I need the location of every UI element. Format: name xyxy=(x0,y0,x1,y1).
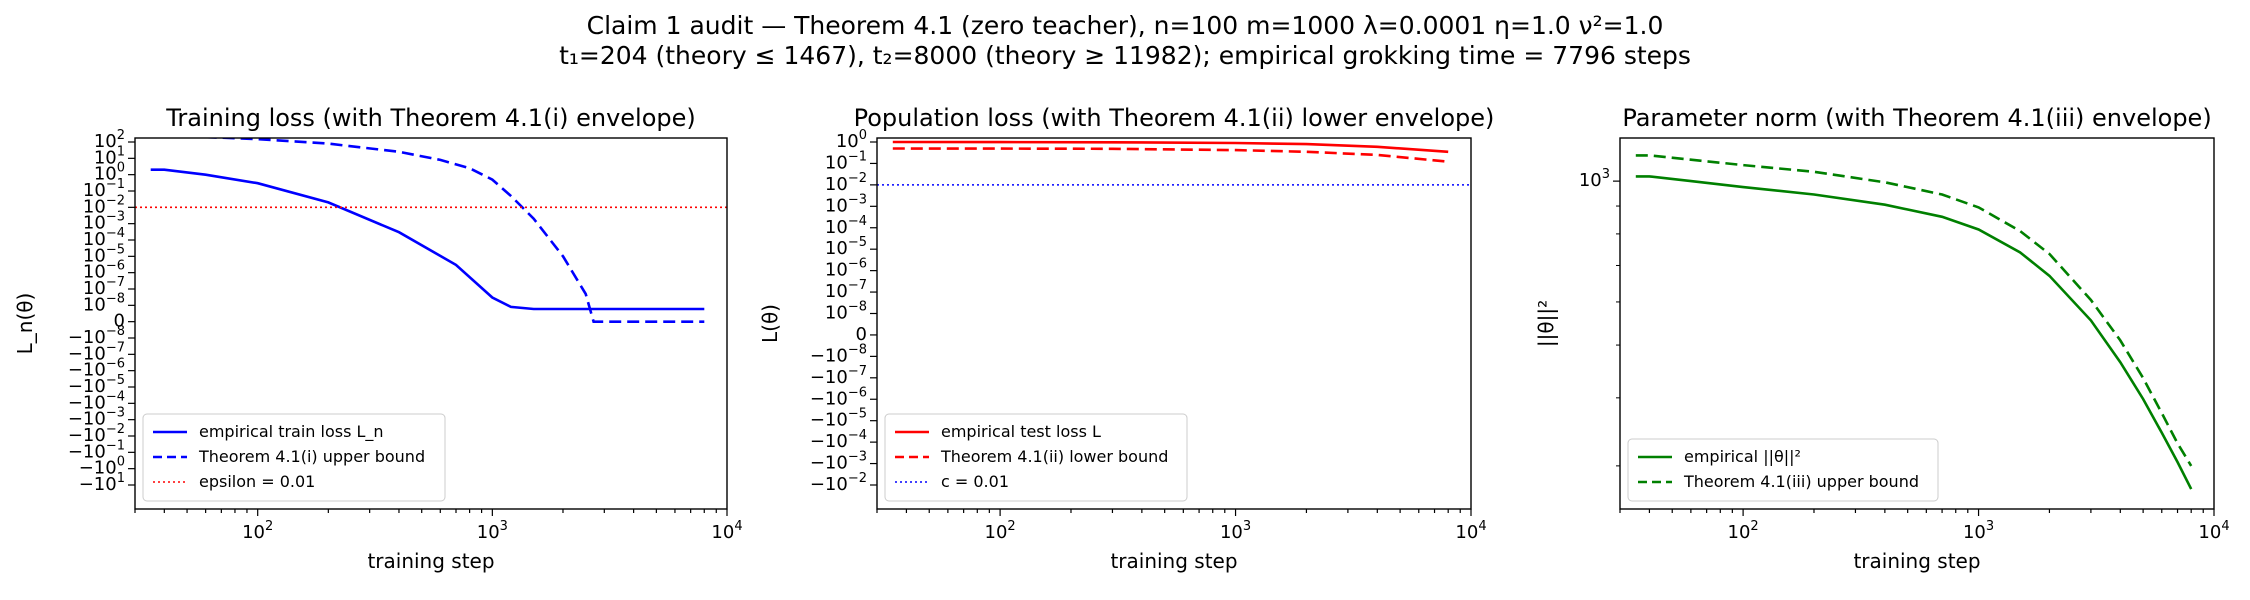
axes-frame xyxy=(876,137,1472,510)
tick-label: 102 xyxy=(1728,519,1759,544)
tick-label: −10−8 xyxy=(810,342,867,367)
axes-frame xyxy=(134,137,728,510)
tick-label: 10−7 xyxy=(83,275,125,300)
tick-label: −10−6 xyxy=(68,356,125,381)
figure-title-line1: Claim 1 audit — Theorem 4.1 (zero teache… xyxy=(587,11,1664,40)
tick-label: 10−2 xyxy=(825,170,867,195)
tick-label: −10−5 xyxy=(68,373,125,398)
series-line-1 xyxy=(1635,175,2193,490)
tick-label: 0 xyxy=(856,324,867,345)
tick-label: 103 xyxy=(1579,167,1610,192)
tick-label: −101 xyxy=(79,471,125,496)
tick-label: 103 xyxy=(1220,519,1251,544)
tick-label: 10−8 xyxy=(83,291,125,316)
tick-label: −10−3 xyxy=(68,405,125,430)
tick-label: −10−4 xyxy=(810,428,867,453)
tick-label: 10−3 xyxy=(83,209,125,234)
subplots: 102 103 10410210110010−110−210−310−410−510… xyxy=(13,104,2230,573)
tick-label: 102 xyxy=(94,128,125,153)
tick-label: 10−7 xyxy=(825,278,867,303)
tick-label: 102 xyxy=(242,519,273,544)
axes-frame xyxy=(1619,137,2215,510)
series-group xyxy=(1635,154,2193,490)
legend-label: Theorem 4.1(i) upper bound xyxy=(198,447,425,466)
tick-label: 104 xyxy=(711,519,742,544)
tick-label: 103 xyxy=(1963,519,1994,544)
series-line-2 xyxy=(194,138,705,323)
y-axis-label: L(θ) xyxy=(758,304,782,343)
subplot-title: Training loss (with Theorem 4.1(i) envel… xyxy=(165,104,696,132)
legend-label: epsilon = 0.01 xyxy=(199,472,315,491)
series-group xyxy=(877,140,1471,186)
tick-label: 104 xyxy=(2198,519,2229,544)
tick-label: −100 xyxy=(79,454,125,479)
tick-label: 10−1 xyxy=(825,149,867,174)
legend-label: c = 0.01 xyxy=(941,472,1009,491)
legend-label: empirical ||θ||² xyxy=(1684,447,1801,466)
tick-label: −10−8 xyxy=(68,324,125,349)
tick-label: 104 xyxy=(1455,519,1486,544)
tick-label: −10−7 xyxy=(68,340,125,365)
tick-label: −10−7 xyxy=(810,363,867,388)
tick-label: 102 xyxy=(985,519,1016,544)
x-axis-label: training step xyxy=(1853,549,1980,573)
figure-title-line2: t₁=204 (theory ≤ 1467), t₂=8000 (theory … xyxy=(559,41,1691,70)
tick-label: 10−8 xyxy=(825,299,867,324)
legend: empirical train loss L_n Theorem 4.1(i) u… xyxy=(142,413,446,502)
legend-label: Theorem 4.1(ii) lower bound xyxy=(940,447,1168,466)
tick-label: −10−4 xyxy=(68,389,125,414)
tick-label: 101 xyxy=(94,144,125,169)
tick-label: 10−6 xyxy=(825,256,867,281)
tick-label: 10−5 xyxy=(83,242,125,267)
tick-label: 103 xyxy=(477,519,508,544)
series-line-1 xyxy=(892,140,1449,154)
tick-label: −10−6 xyxy=(810,385,867,410)
tick-label: 100 xyxy=(836,128,867,153)
subplot-2: 102 103 104 10010−110−210−310−410−510−610−7… xyxy=(758,104,1494,573)
legend: empirical test loss L Theorem 4.1(ii) low… xyxy=(884,413,1188,502)
y-axis-label: L_n(θ) xyxy=(13,293,37,355)
tick-label: 10−3 xyxy=(825,192,867,217)
tick-label: 10−6 xyxy=(83,258,125,283)
tick-label: −10−2 xyxy=(810,471,867,496)
tick-label: −10−2 xyxy=(68,422,125,447)
series-group xyxy=(135,138,727,323)
tick-label: 10−4 xyxy=(825,213,867,238)
x-axis-label: training step xyxy=(1110,549,1237,573)
subplot-1: 102 103 10410210110010−110−210−310−410−510… xyxy=(13,104,743,573)
legend-label: empirical train loss L_n xyxy=(199,422,384,442)
tick-label: −10−3 xyxy=(810,449,867,474)
legend: empirical ||θ||² Theorem 4.1(iii) upper b… xyxy=(1627,438,1939,502)
subplot-title: Parameter norm (with Theorem 4.1(iii) en… xyxy=(1622,104,2211,132)
legend-label: empirical test loss L xyxy=(941,422,1101,441)
tick-label: −10−5 xyxy=(810,406,867,431)
tick-label: 10−1 xyxy=(83,177,125,202)
tick-label: 10−5 xyxy=(825,235,867,260)
tick-label: 100 xyxy=(94,160,125,185)
subplot-title: Population loss (with Theorem 4.1(ii) lo… xyxy=(854,104,1495,132)
legend-label: Theorem 4.1(iii) upper bound xyxy=(1683,472,1919,491)
tick-label: 10−4 xyxy=(83,226,125,251)
x-axis-label: training step xyxy=(367,549,494,573)
y-axis-label: ||θ||² xyxy=(1534,300,1558,347)
series-line-1 xyxy=(150,168,705,311)
series-line-2 xyxy=(1635,154,2193,467)
tick-label: 0 xyxy=(114,311,125,332)
tick-label: 10−2 xyxy=(83,193,125,218)
subplot-3: 102 103 104 103 Parameter norm (with Theorem… xyxy=(1534,104,2230,573)
series-line-2 xyxy=(892,147,1449,163)
tick-label: −10−1 xyxy=(68,438,125,463)
